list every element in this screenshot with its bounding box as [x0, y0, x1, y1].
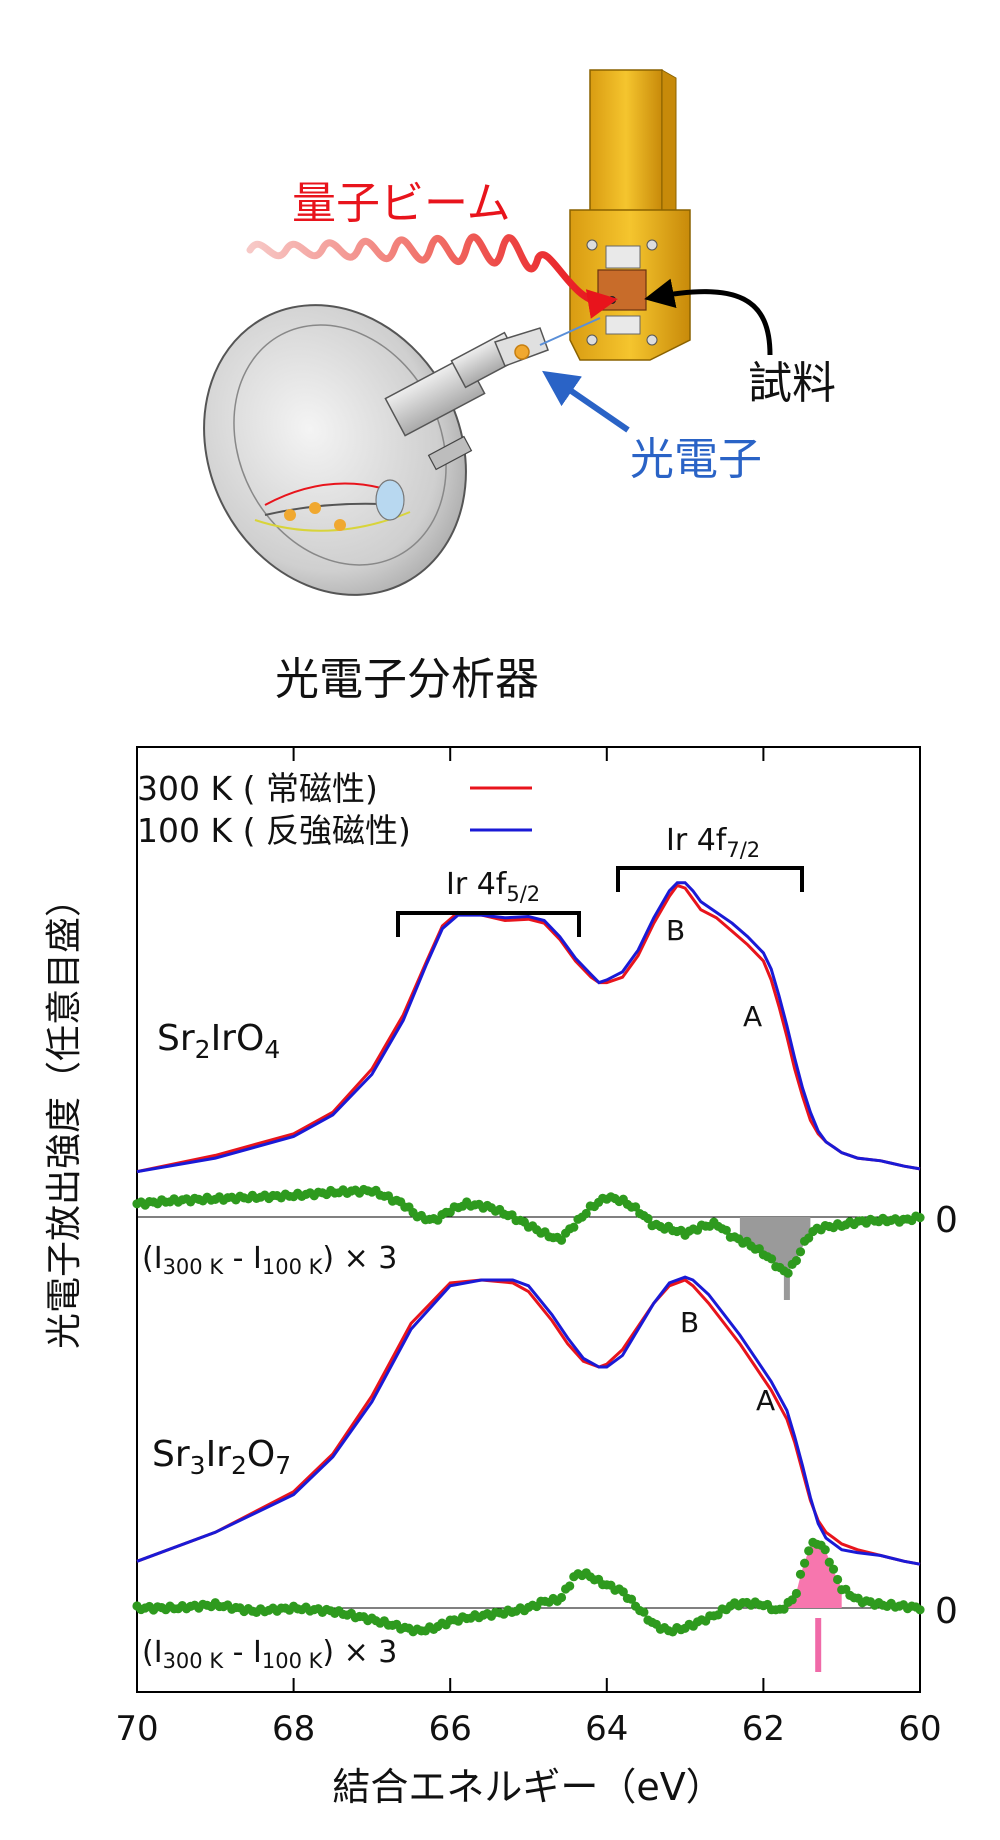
analyzer-illustration	[203, 304, 549, 596]
diff-points-top	[132, 1184, 925, 1278]
diff-point-103	[556, 1235, 567, 1245]
diff-point-124	[643, 1213, 653, 1224]
y-axis-label: 光電子放出強度（任意目盛）	[44, 881, 85, 1349]
diff-label-bottom: (I300 K - I100 K) × 3	[142, 1635, 397, 1673]
diff-point-120	[626, 1594, 637, 1604]
x-ticks	[136, 747, 921, 1692]
label-B-top: B	[666, 914, 685, 947]
x-tick-label-70: 70	[115, 1709, 158, 1749]
diff-point-190	[915, 1213, 925, 1223]
diff-points-bottom	[132, 1537, 925, 1637]
x-tick-label-60: 60	[898, 1709, 941, 1749]
diff-point-143	[721, 1225, 731, 1235]
diff-point-106	[569, 1222, 579, 1232]
diff-point-158	[783, 1268, 793, 1278]
series-bottom-100K	[136, 1275, 921, 1566]
diff-point-123	[639, 1607, 649, 1617]
x-tick-label-68: 68	[272, 1709, 315, 1749]
diff-point-103	[556, 1592, 567, 1603]
label-f52: Ir 4f5/2	[446, 867, 540, 906]
diff-point-161	[795, 1247, 806, 1257]
legend-entry-300K: 300 K ( 常磁性)	[137, 769, 378, 808]
x-tick-label-64: 64	[585, 1709, 628, 1749]
x-tick-labels: 70 68 66 64 62 60	[115, 1709, 941, 1749]
diff-point-190	[915, 1605, 925, 1615]
bracket-f52	[396, 911, 581, 937]
zero-label-bottom: 0	[935, 1591, 958, 1632]
diff-point-109	[581, 1208, 591, 1219]
diff-point-162	[800, 1558, 810, 1568]
diff-point-163	[804, 1546, 814, 1556]
diff-point-169	[828, 1564, 839, 1574]
experiment-schematic: 量子ビーム 試料 光電子 光電子分析器	[203, 69, 836, 705]
series-top-100K	[136, 881, 921, 1174]
photoelectron-label: 光電子	[630, 434, 762, 485]
xps-chart: 70 68 66 64 62 60 結合エネルギー（eV） 光電子放出強度（任意目盛） 0…	[44, 746, 958, 1809]
series-bottom-300K	[136, 1278, 921, 1566]
diff-point-160	[791, 1588, 802, 1599]
x-axis-label: 結合エネルギー（eV）	[332, 1765, 723, 1809]
diff-point-121	[631, 1202, 641, 1212]
sample-name-top: Sr2IrO4	[157, 1018, 280, 1064]
legend: 300 K ( 常磁性) 100 K ( 反強磁性)	[137, 769, 532, 850]
legend-entry-100K: 100 K ( 反強磁性)	[137, 811, 411, 850]
diff-point-105	[565, 1581, 575, 1591]
diff-point-160	[791, 1256, 802, 1266]
photoelectron-dot	[514, 344, 530, 360]
diff-point-154	[767, 1254, 777, 1264]
sample-name-bottom: Sr3Ir2O7	[152, 1434, 291, 1480]
label-B-bottom: B	[680, 1306, 699, 1339]
zero-label-top: 0	[935, 1200, 958, 1241]
sample-label: 試料	[748, 358, 836, 409]
x-tick-label-62: 62	[742, 1709, 785, 1749]
sample-arrow	[644, 278, 773, 356]
analyzer-label: 光電子分析器	[275, 654, 539, 705]
beam-label: 量子ビーム	[292, 178, 511, 229]
diff-label-top: (I300 K - I100 K) × 3	[142, 1241, 397, 1279]
diff-point-161	[795, 1569, 806, 1579]
photoelectron-arrow	[542, 370, 630, 433]
diff-point-163	[804, 1233, 814, 1243]
label-A-top: A	[743, 1000, 762, 1033]
x-tick-label-66: 66	[429, 1709, 472, 1749]
sample-holder-illustration	[569, 69, 691, 361]
diff-point-168	[824, 1557, 834, 1567]
diff-point-170	[833, 1574, 843, 1585]
label-A-bottom: A	[756, 1384, 775, 1417]
label-f72: Ir 4f7/2	[666, 823, 760, 862]
diff-point-167	[820, 1545, 830, 1555]
bracket-f72	[616, 866, 804, 892]
quantum-beam-wave	[246, 233, 604, 306]
diff-point-157	[779, 1604, 789, 1614]
